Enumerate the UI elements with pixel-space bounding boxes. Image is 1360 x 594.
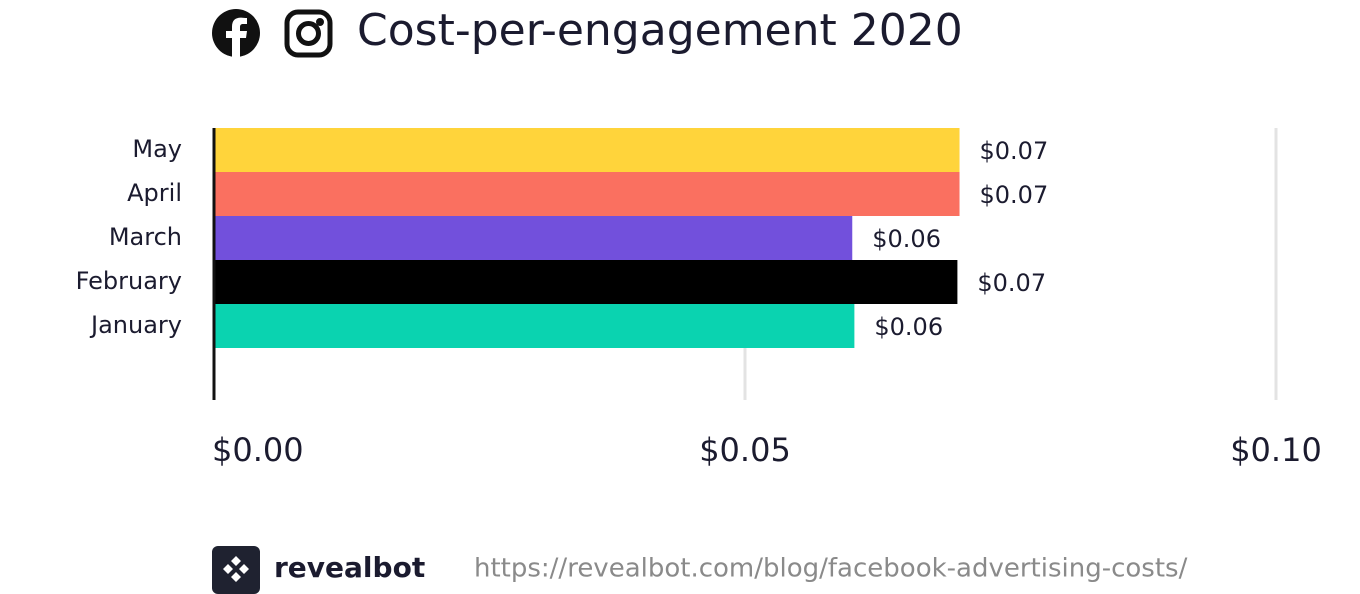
facebook-icon xyxy=(212,9,260,58)
value-label: $0.06 xyxy=(874,313,943,341)
instagram-icon xyxy=(284,9,333,58)
x-tick-label: $0.05 xyxy=(699,431,791,469)
bar xyxy=(214,128,960,172)
bar xyxy=(214,304,855,348)
value-label: $0.07 xyxy=(977,269,1046,297)
y-tick-label: March xyxy=(109,223,182,251)
y-tick-label: May xyxy=(132,135,182,163)
source-url: https://revealbot.com/blog/facebook-adve… xyxy=(474,554,1188,584)
x-tick-label: $0.10 xyxy=(1230,431,1322,469)
brand: revealbot xyxy=(274,551,425,584)
value-label: $0.06 xyxy=(872,225,941,253)
chart-title: Cost-per-engagement 2020 xyxy=(357,5,963,56)
bar xyxy=(214,260,958,304)
bar xyxy=(214,216,853,260)
x-tick-label: $0.00 xyxy=(212,431,304,469)
value-label: $0.07 xyxy=(980,181,1049,209)
y-tick-label: January xyxy=(89,311,182,339)
y-tick-label: April xyxy=(127,179,182,207)
y-tick-label: February xyxy=(76,267,182,295)
value-label: $0.07 xyxy=(980,137,1049,165)
bar xyxy=(214,172,960,216)
revealbot-logo xyxy=(212,546,260,594)
